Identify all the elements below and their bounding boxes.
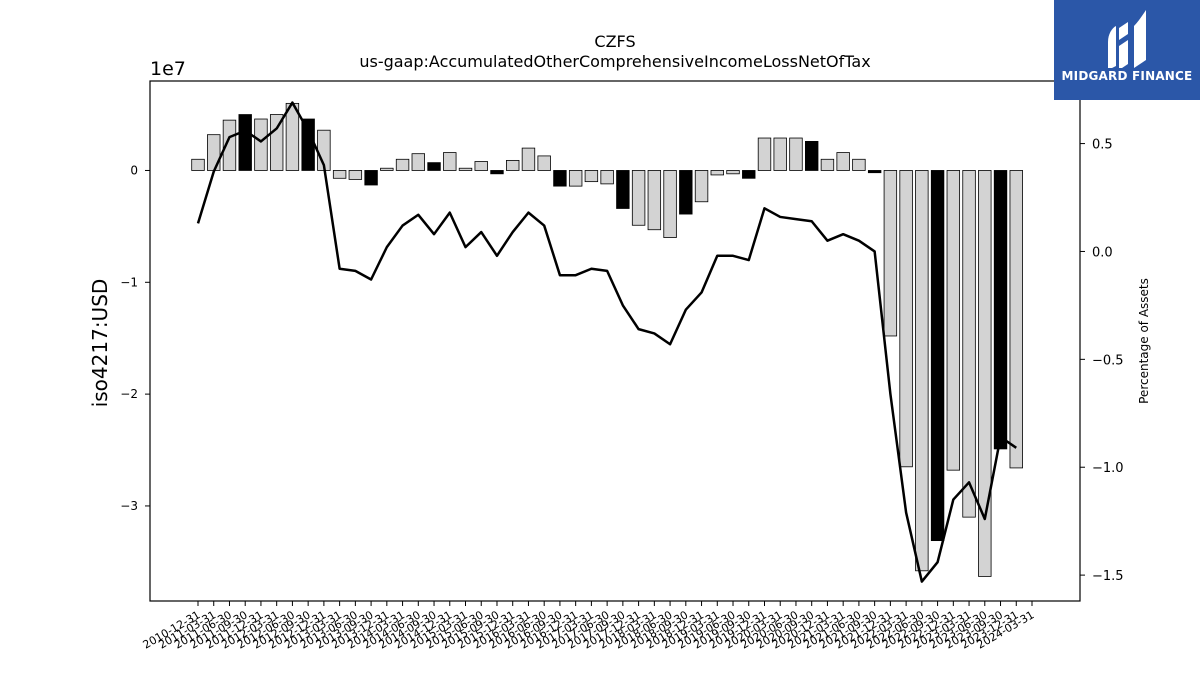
- bar-2023-06-30: [978, 170, 992, 577]
- bar-2023-03-31: [962, 170, 976, 518]
- y-tick-label: 0: [130, 163, 138, 177]
- bar-2023-09-30: [993, 170, 1008, 450]
- bar-2011-09-30: [238, 114, 252, 171]
- bar-2019-12-31: [757, 137, 772, 171]
- bar-2019-06-30: [726, 170, 740, 175]
- bar-2016-09-30: [553, 170, 567, 187]
- bar-2015-09-30: [490, 170, 504, 175]
- bar-2020-12-31: [820, 158, 835, 171]
- bar-2014-06-30: [411, 153, 426, 171]
- bar-2017-09-30: [616, 170, 630, 209]
- bar-2014-12-31: [443, 152, 457, 171]
- bar-2022-06-30: [915, 170, 929, 572]
- y-tick-label: −1: [120, 275, 138, 289]
- bar-2011-03-31: [207, 134, 221, 171]
- bar-2020-03-31: [773, 137, 787, 171]
- bar-2021-06-30: [852, 158, 866, 171]
- y2-tick-label: −0.5: [1092, 353, 1124, 368]
- x-axis-ticks: 2010-12-312011-03-312011-06-302011-09-30…: [141, 601, 1037, 652]
- bar-2013-12-31: [380, 167, 394, 171]
- bar-2020-06-30: [789, 137, 803, 171]
- y-axis-label: iso4217:USD: [88, 279, 112, 408]
- midgard-finance-logo: MIDGARD FINANCE: [1054, 0, 1200, 100]
- bar-2010-12-31: [191, 158, 205, 171]
- y2-tick-label: 0.5: [1092, 138, 1113, 153]
- bar-2017-03-31: [584, 170, 599, 183]
- bar-2022-03-31: [899, 170, 913, 468]
- bar-2018-12-31: [694, 170, 709, 203]
- bar-2022-09-30: [930, 170, 945, 542]
- bar-2011-06-30: [222, 119, 237, 171]
- bar-2016-06-30: [537, 155, 551, 171]
- bar-2019-03-31: [710, 170, 724, 176]
- bar-2018-03-31: [647, 170, 662, 231]
- bar-2013-06-30: [348, 170, 363, 180]
- bar-2017-06-30: [600, 170, 614, 185]
- y2-tick-label: −1.5: [1092, 569, 1124, 584]
- bar-2015-12-31: [506, 159, 520, 171]
- chart-subtitle: us-gaap:AccumulatedOtherComprehensiveInc…: [359, 52, 871, 71]
- bar-2011-12-31: [254, 118, 268, 171]
- right-axis-ticks: 0.5 0.0 −0.5 −1.0 −1.5: [1080, 138, 1124, 584]
- logo-mark-icon: [1108, 10, 1146, 68]
- bar-2021-03-31: [836, 152, 850, 171]
- bar-2014-03-31: [395, 158, 410, 171]
- logo-text: MIDGARD FINANCE: [1061, 69, 1193, 83]
- bar-2013-09-30: [364, 170, 378, 186]
- left-axis-ticks: 0 −1 −2 −3: [120, 163, 150, 513]
- bar-2012-09-30: [301, 118, 315, 171]
- y-offset-label: 1e7: [150, 58, 186, 80]
- bar-2012-03-31: [269, 114, 284, 171]
- bar-2022-12-31: [946, 170, 961, 471]
- bar-2021-09-30: [867, 170, 882, 174]
- bar-2013-03-31: [332, 170, 347, 179]
- y2-tick-label: 0.0: [1092, 245, 1113, 260]
- chart-title: CZFS: [594, 32, 636, 51]
- bar-2019-09-30: [742, 170, 756, 179]
- y2-axis-label: Percentage of Assets: [1137, 278, 1151, 404]
- y-tick-label: −3: [120, 499, 138, 513]
- y-tick-label: −2: [120, 387, 138, 401]
- bar-2023-12-31: [1009, 170, 1023, 469]
- bar-2012-06-30: [285, 102, 300, 171]
- bar-2015-03-31: [458, 167, 473, 171]
- bar-2018-09-30: [679, 170, 693, 215]
- plot-frame: [149, 80, 1081, 602]
- y2-tick-label: −1.0: [1092, 461, 1124, 476]
- bar-2018-06-30: [663, 170, 677, 238]
- bar-2020-09-30: [805, 140, 819, 171]
- bar-2016-12-31: [568, 170, 583, 187]
- percentage-line: [196, 101, 1017, 583]
- bar-series: [191, 102, 1023, 577]
- bar-2017-12-31: [631, 170, 646, 226]
- bar-2015-06-30: [474, 161, 488, 171]
- bar-2014-09-30: [427, 162, 441, 171]
- bar-2021-12-31: [883, 170, 898, 337]
- bar-2016-03-31: [521, 147, 536, 171]
